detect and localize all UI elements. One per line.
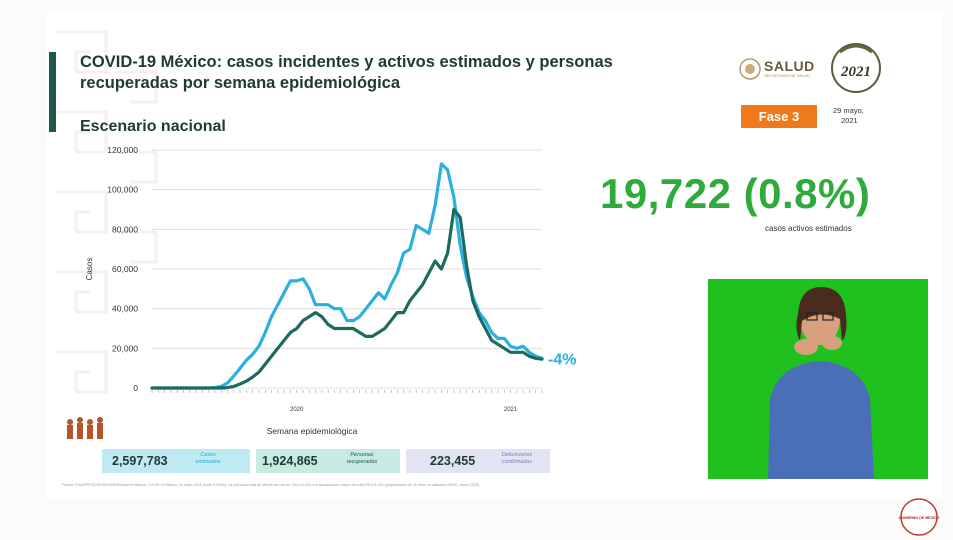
mexico-2021-logo-icon: 2021 [831, 43, 881, 93]
y-tick-label: 100,000 [107, 185, 138, 195]
slide-title: COVID-19 México: casos incidentes y acti… [80, 53, 613, 92]
stat-label: Personas recuperadas [340, 452, 384, 466]
series-line-0 [150, 162, 544, 390]
gobierno-de-mexico-logo-icon: GOBIERNO DE MÉXICO [899, 498, 940, 536]
stat-label: Casos estimados [188, 452, 228, 466]
y-tick-label: 120,000 [107, 145, 138, 155]
series-line-1 [150, 207, 544, 390]
x-tick-label: 2020 [290, 407, 304, 413]
stat-value: 2,597,783 [112, 454, 168, 468]
slide-subtitle: Escenario nacional [80, 118, 226, 135]
sign-language-interpreter-video [708, 279, 928, 479]
active-cases-label: casos activos estimados [765, 224, 852, 233]
y-tick-label: 40,000 [112, 304, 138, 314]
date-line-2: 2021 [841, 116, 858, 125]
y-tick-label: 0 [133, 383, 138, 393]
people-illustration-icon [67, 417, 103, 439]
stat-label-line: Personas [350, 452, 374, 458]
stat-label-line: recuperadas [346, 459, 378, 465]
y-tick-label: 60,000 [112, 264, 138, 274]
stat-deaths: 223,455 Defunciones confirmadas [406, 449, 550, 473]
cases-line-chart: 0 20,000 40,000 60,000 80,000 100,000 120,000 2… [85, 145, 576, 436]
y-tick-label: 80,000 [112, 224, 138, 234]
x-axis-label: Semana epidemiológica [267, 426, 358, 436]
stat-label-line: confirmadas [502, 459, 532, 465]
source-note: Fuente: SSA/SPPS/DGE/DIE/InDRE/Informe t… [62, 483, 480, 487]
stat-label-line: Casos [200, 452, 216, 458]
salud-logo-icon [739, 58, 761, 80]
date-label: 29 mayo, 2021 [833, 106, 864, 126]
salud-logo-text: SALUD [764, 58, 815, 74]
active-cases-stat: 19,722 (0.8%) [600, 170, 871, 217]
y-axis-label: Casos [85, 258, 94, 281]
decorative-pattern-icon [56, 30, 158, 394]
stat-value: 1,924,865 [262, 454, 318, 468]
x-tick-label: 2021 [504, 407, 518, 413]
stat-label-line: Defunciones [501, 452, 533, 458]
phase-badge: Fase 3 [741, 105, 817, 128]
stat-label-line: estimados [195, 459, 221, 465]
stat-recovered: 1,924,865 Personas recuperadas [256, 449, 400, 473]
salud-logo-subtext: SECRETARÍA DE SALUD [764, 73, 811, 78]
accent-bar [49, 52, 56, 132]
mexico-2021-logo-year: 2021 [840, 64, 871, 80]
date-line-1: 29 mayo, [833, 106, 864, 115]
stats-row: 2,597,783 Casos estimados 1,924,865 Pers… [102, 449, 552, 475]
stat-label: Defunciones confirmadas [494, 452, 540, 466]
gob-logo-text: GOBIERNO DE MÉXICO [899, 515, 940, 520]
trend-label: -4% [548, 351, 576, 368]
stat-estimated-cases: 2,597,783 Casos estimados [102, 449, 250, 473]
y-tick-label: 20,000 [112, 343, 138, 353]
stat-value: 223,455 [430, 454, 476, 468]
